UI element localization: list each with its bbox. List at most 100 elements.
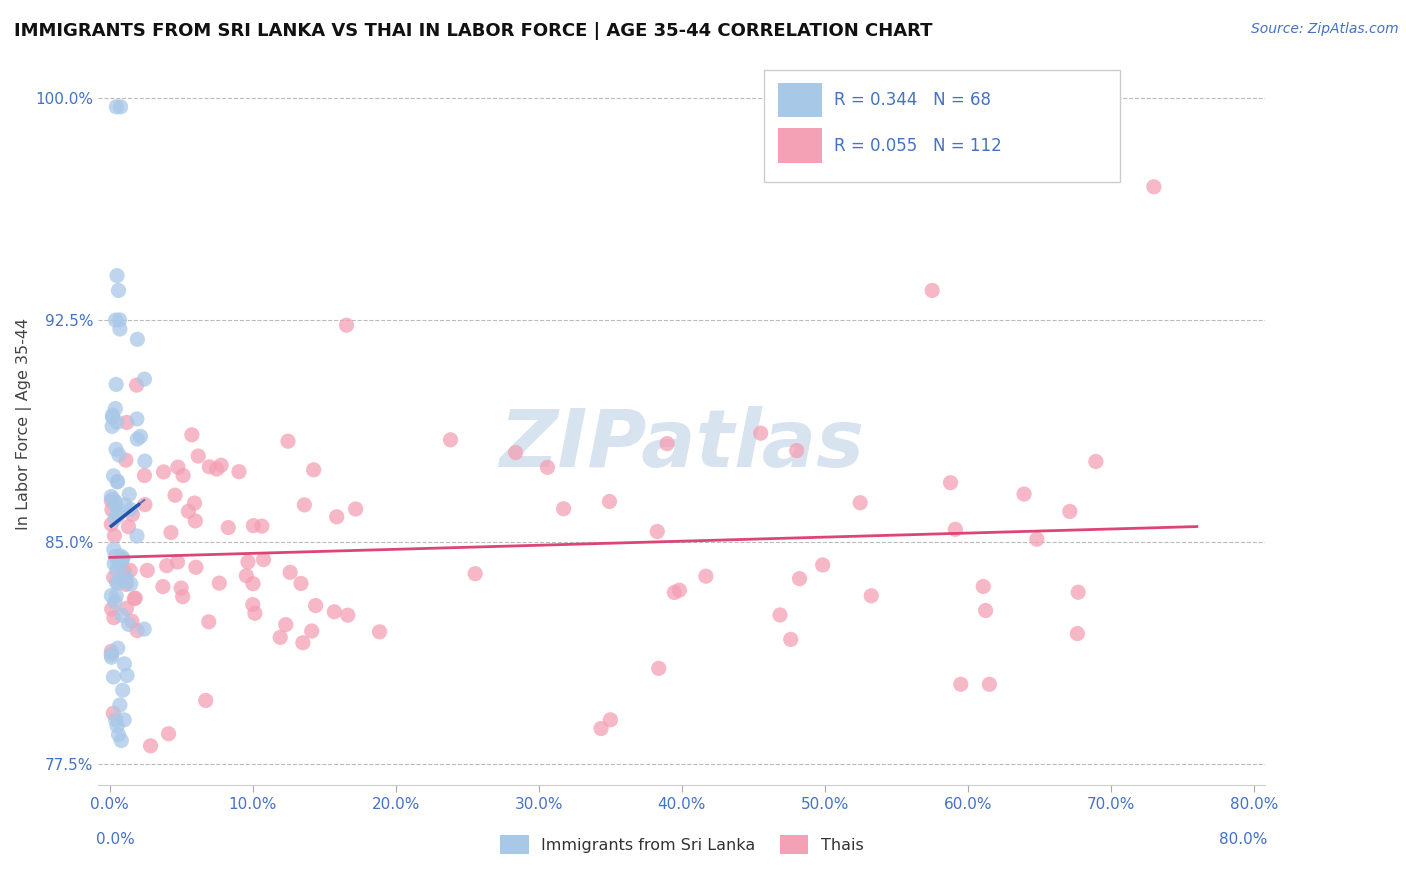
Point	[108, 448, 131, 462]
Point	[749, 426, 772, 441]
Point	[184, 560, 207, 574]
Point	[111, 683, 134, 698]
Point	[104, 442, 127, 457]
Point	[125, 529, 148, 543]
Point	[184, 514, 207, 528]
FancyBboxPatch shape	[763, 70, 1119, 182]
Point	[166, 555, 188, 569]
Point	[1084, 454, 1107, 468]
Point	[167, 460, 190, 475]
Point	[107, 576, 129, 591]
Point	[105, 415, 128, 429]
Point	[103, 570, 125, 584]
Text: Source: ZipAtlas.com: Source: ZipAtlas.com	[1251, 22, 1399, 37]
Point	[589, 722, 612, 736]
Point	[101, 491, 124, 506]
Point	[228, 465, 250, 479]
Point	[278, 566, 301, 580]
Point	[112, 564, 135, 578]
Point	[115, 574, 138, 589]
Point	[335, 318, 357, 333]
Point	[103, 610, 125, 624]
Point	[664, 585, 686, 599]
Point	[243, 607, 266, 621]
Point	[152, 580, 174, 594]
Point	[120, 502, 142, 516]
Point	[105, 719, 128, 733]
Point	[1012, 487, 1035, 501]
Point	[505, 445, 527, 459]
Point	[115, 668, 138, 682]
Point	[134, 454, 156, 468]
Point	[114, 498, 136, 512]
Point	[104, 498, 127, 512]
Point	[101, 502, 124, 516]
Point	[105, 575, 128, 590]
Point	[242, 518, 264, 533]
Point	[1143, 179, 1166, 194]
Point	[111, 608, 134, 623]
Point	[108, 698, 131, 712]
Point	[979, 677, 1001, 691]
Point	[302, 463, 325, 477]
Point	[105, 100, 128, 114]
Point	[668, 583, 690, 598]
Point	[108, 313, 131, 327]
Point	[304, 599, 326, 613]
Point	[125, 378, 148, 392]
Point	[124, 591, 146, 606]
Point	[1066, 626, 1088, 640]
Point	[107, 728, 129, 742]
Point	[290, 576, 312, 591]
Point	[100, 490, 122, 504]
Text: R = 0.055   N = 112: R = 0.055 N = 112	[834, 136, 1001, 154]
Point	[198, 459, 221, 474]
Point	[115, 577, 138, 591]
Point	[111, 550, 134, 565]
Point	[163, 488, 186, 502]
Text: 0.0%: 0.0%	[96, 832, 135, 847]
Point	[117, 520, 139, 534]
Point	[101, 408, 124, 422]
Point	[127, 332, 149, 346]
Point	[205, 462, 228, 476]
Point	[160, 525, 183, 540]
Point	[274, 617, 297, 632]
Point	[114, 572, 136, 586]
Point	[101, 419, 124, 434]
Point	[105, 563, 128, 577]
Point	[110, 549, 132, 563]
Point	[120, 577, 142, 591]
Point	[134, 498, 156, 512]
Point	[974, 603, 997, 617]
Point	[127, 624, 149, 638]
Point	[110, 733, 132, 747]
Point	[368, 624, 391, 639]
Point	[972, 580, 994, 594]
Point	[292, 498, 315, 512]
Point	[134, 622, 156, 636]
Point	[104, 313, 127, 327]
Point	[105, 475, 128, 489]
Point	[100, 493, 122, 508]
Point	[100, 644, 122, 658]
Text: ZIPatlas: ZIPatlas	[499, 407, 865, 484]
Point	[695, 569, 717, 583]
Point	[598, 494, 620, 508]
Point	[104, 549, 127, 564]
Point	[101, 410, 124, 425]
Point	[100, 517, 122, 532]
Point	[107, 508, 129, 522]
Point	[134, 468, 156, 483]
Point	[921, 284, 943, 298]
Point	[112, 657, 135, 671]
Point	[107, 641, 129, 656]
Point	[129, 429, 152, 443]
Point	[118, 487, 141, 501]
Point	[172, 468, 194, 483]
Point	[103, 468, 125, 483]
Point	[208, 576, 231, 591]
Point	[127, 432, 149, 446]
Point	[170, 581, 193, 595]
Text: 80.0%: 80.0%	[1219, 832, 1268, 847]
